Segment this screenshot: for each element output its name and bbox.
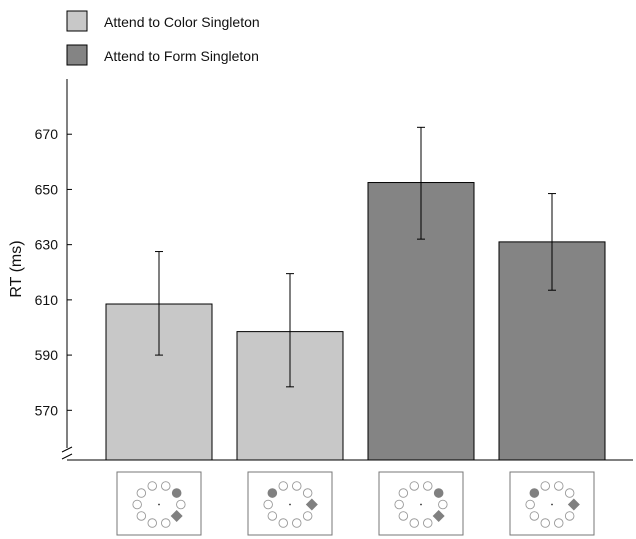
y-tick-label: 610: [35, 292, 59, 308]
stimulus-icon: [378, 471, 464, 536]
stimulus-icon: [247, 471, 333, 536]
legend: Attend to Color Singleton Attend to Form…: [66, 10, 260, 66]
stimulus-icon: [116, 471, 202, 536]
y-tick-label: 590: [35, 347, 59, 363]
y-tick-label: 570: [35, 402, 59, 418]
stimulus-icons: [116, 471, 595, 536]
error-bars: [155, 126, 556, 388]
legend-label-color: Attend to Color Singleton: [104, 14, 260, 30]
y-tick-label: 670: [35, 126, 59, 142]
axis-break: [61, 446, 73, 460]
stimulus-icon: [509, 471, 595, 536]
bars: [105, 182, 606, 461]
error-bar: [286, 273, 294, 388]
legend-label-form: Attend to Form Singleton: [104, 48, 259, 64]
error-bar: [155, 251, 163, 356]
legend-swatch-form: [66, 44, 88, 66]
legend-swatch-color: [66, 10, 88, 32]
y-tick-label: 650: [35, 181, 59, 197]
error-bar: [548, 193, 556, 291]
y-axis-label: RT (ms): [8, 240, 25, 297]
y-ticks: 570 590 610 630 650 670: [35, 126, 72, 418]
error-bar: [417, 126, 425, 240]
y-tick-label: 630: [35, 237, 59, 253]
